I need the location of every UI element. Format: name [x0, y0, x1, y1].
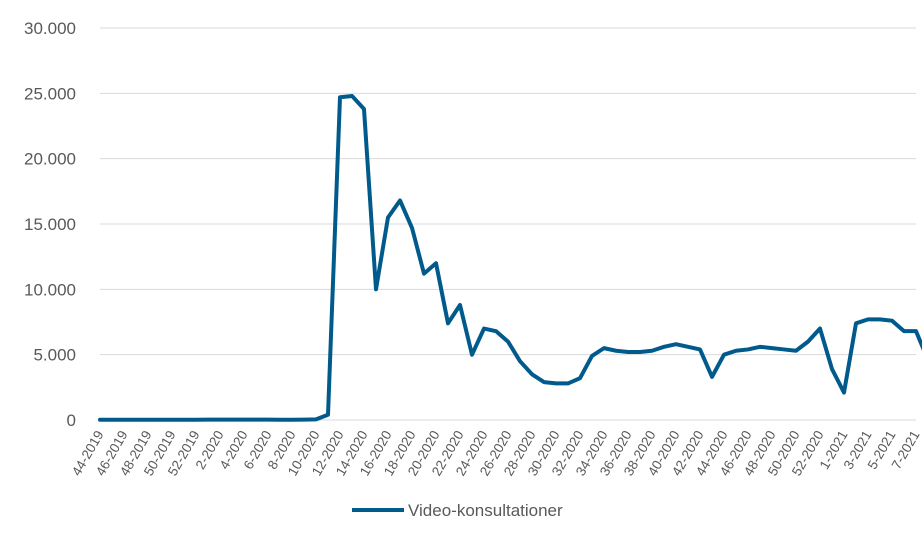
y-axis-tick-labels: 0 5.000 10.000 15.000 20.000 25.000 30.000 — [24, 19, 76, 430]
x-axis-tick-labels: 44-201946-201948-201950-201952-20192-202… — [69, 428, 922, 478]
series-layer — [98, 93, 922, 422]
y-tick-label: 30.000 — [24, 19, 76, 38]
y-tick-label: 10.000 — [24, 280, 76, 299]
y-tick-label: 5.000 — [33, 346, 76, 365]
series-line-video-konsultationer — [98, 93, 922, 422]
y-tick-label: 15.000 — [24, 215, 76, 234]
legend-label-video-konsultationer: Video-konsultationer — [408, 501, 563, 520]
legend: Video-konsultationer — [352, 501, 563, 520]
y-tick-label: 20.000 — [24, 150, 76, 169]
y-tick-label: 25.000 — [24, 84, 76, 103]
y-tick-label: 0 — [67, 411, 76, 430]
gridlines — [100, 27, 916, 421]
